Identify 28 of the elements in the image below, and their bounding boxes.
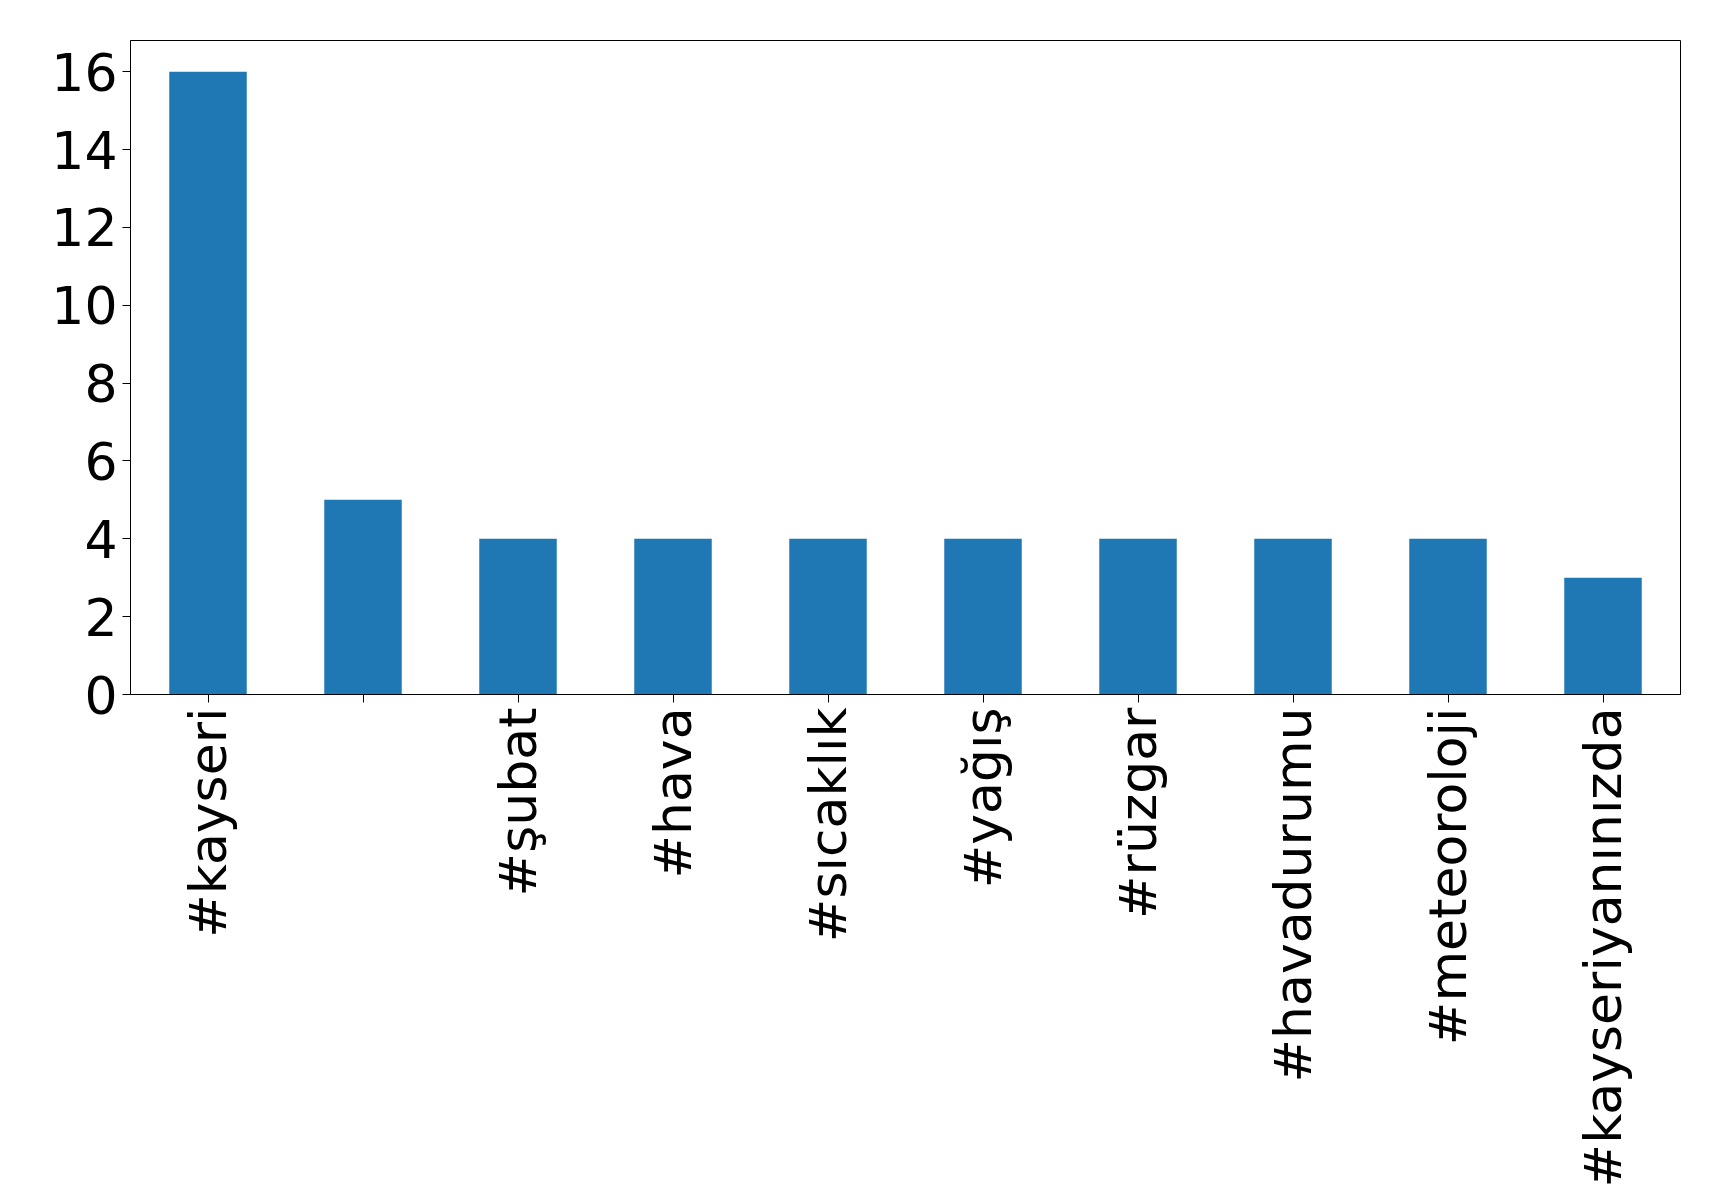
x-tick-label: #hava: [643, 707, 703, 879]
y-tick-label: 8: [84, 354, 118, 415]
bar: [1254, 538, 1332, 695]
y-tick-label: 0: [84, 665, 118, 726]
bar: [1409, 538, 1487, 695]
bar: [324, 499, 402, 695]
y-tick-label: 14: [51, 120, 118, 181]
y-tick-label: 2: [84, 587, 118, 648]
bar: [634, 538, 712, 695]
x-tick-label: #rüzgar: [1108, 706, 1168, 919]
y-tick-label: 16: [51, 42, 118, 103]
bar: [1099, 538, 1177, 695]
bar: [479, 538, 557, 695]
y-tick-label: 6: [84, 431, 118, 492]
y-tick-label: 10: [51, 276, 118, 337]
bar: [169, 71, 247, 695]
y-tick-label: 12: [51, 198, 118, 259]
bar: [1564, 577, 1642, 695]
x-tick-label: #yağış: [953, 707, 1013, 889]
x-tick-label: #kayseriyanınızda: [1573, 707, 1633, 1188]
x-tick-label: #kayseri: [178, 707, 238, 938]
x-tick-label: #havadurumu: [1263, 707, 1323, 1083]
bar: [789, 538, 867, 695]
x-tick-label: #şubat: [488, 707, 548, 897]
bar: [944, 538, 1022, 695]
x-tick-label: #sıcaklık: [798, 707, 858, 943]
y-tick-label: 4: [84, 509, 118, 570]
x-tick-label: #meteoroloji: [1418, 707, 1478, 1046]
